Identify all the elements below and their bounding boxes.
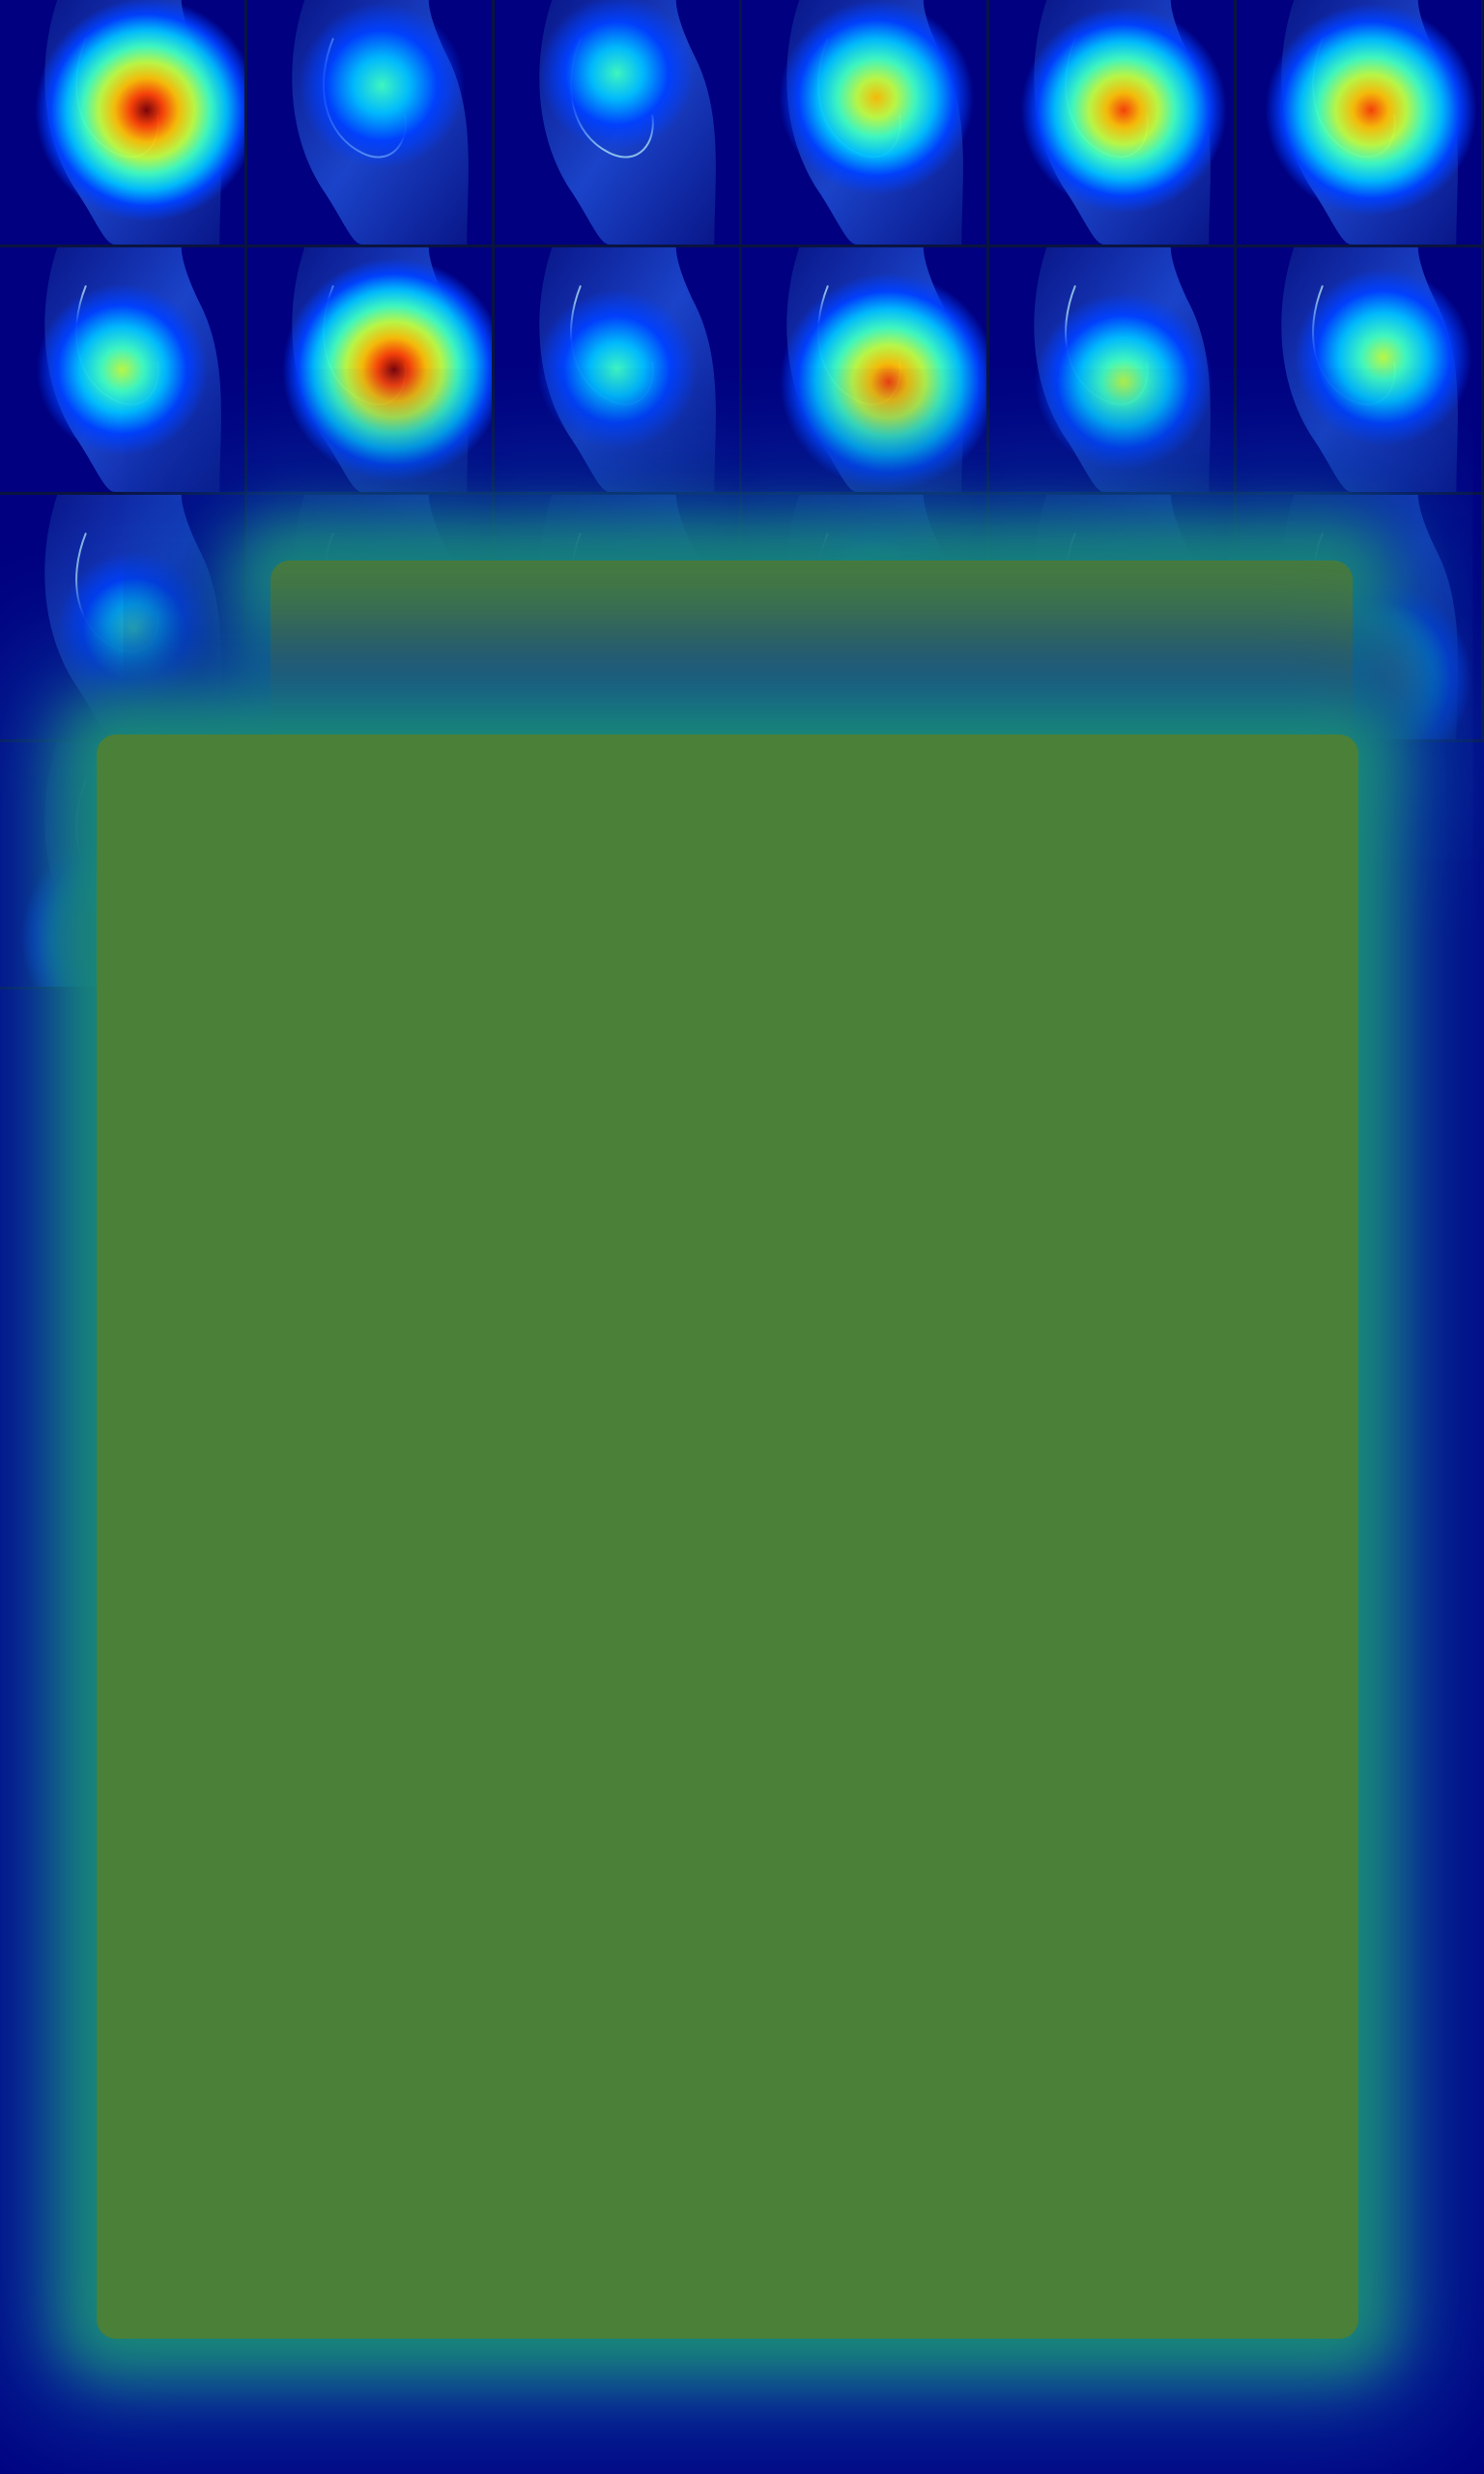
- activation-hotspot: [282, 257, 492, 482]
- slice-heatmap: [536, 247, 716, 492]
- activation-hotspot: [779, 0, 974, 196]
- activation-hotspot: [35, 0, 244, 222]
- empty-montage-area: [97, 734, 1358, 2339]
- slice-tile: [0, 0, 247, 247]
- slice-tile: [1237, 0, 1484, 247]
- activation-hotspot: [1294, 268, 1472, 446]
- activation-hotspot: [57, 552, 213, 707]
- slice-tile: [989, 247, 1237, 495]
- slice-heatmap: [36, 247, 221, 492]
- slice-tile: [0, 495, 247, 742]
- slice-tile: [742, 0, 989, 247]
- slice-heatmap: [35, 0, 244, 245]
- slice-heatmap: [780, 247, 986, 492]
- activation-hotspot: [1035, 293, 1213, 472]
- slice-tile: [495, 247, 742, 495]
- activation-hotspot: [539, 0, 695, 151]
- slice-tile: [247, 0, 495, 247]
- slice-heatmap: [1034, 247, 1213, 492]
- slice-tile: [1237, 247, 1484, 495]
- slice-tile: [742, 247, 989, 495]
- slice-heatmap: [1020, 0, 1227, 245]
- activation-hotspot: [1265, 4, 1477, 216]
- slice-heatmap: [779, 0, 974, 245]
- activation-hotspot: [36, 283, 209, 456]
- slice-heatmap: [1281, 247, 1472, 492]
- activation-hotspot: [299, 2, 466, 169]
- activation-hotspot: [536, 289, 698, 450]
- activation-hotspot: [780, 273, 986, 491]
- slice-heatmap: [1265, 0, 1477, 245]
- slice-heatmap: [44, 495, 221, 739]
- slice-tile: [495, 0, 742, 247]
- slice-heatmap: [282, 247, 492, 492]
- slice-tile: [0, 247, 247, 495]
- slice-tile: [989, 0, 1237, 247]
- slice-heatmap: [292, 0, 469, 245]
- slice-heatmap: [539, 0, 716, 245]
- slice-tile: [247, 247, 495, 495]
- activation-hotspot: [1020, 7, 1227, 214]
